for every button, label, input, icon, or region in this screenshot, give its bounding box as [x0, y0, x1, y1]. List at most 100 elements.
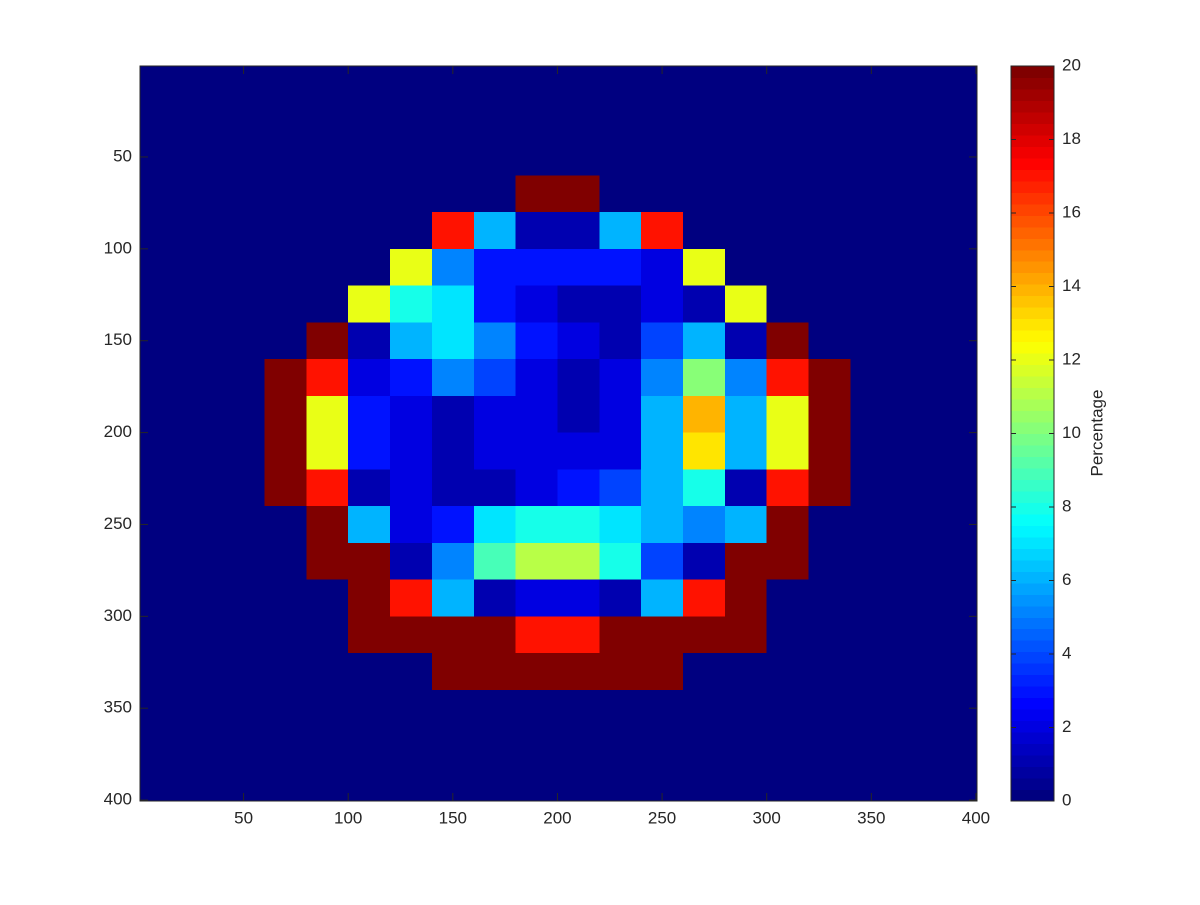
- heat-cell: [557, 66, 600, 103]
- heat-cell: [766, 579, 810, 617]
- heat-cell: [557, 248, 600, 287]
- heat-cell: [431, 322, 475, 360]
- heat-cell: [934, 359, 978, 397]
- heat-cell: [264, 616, 307, 654]
- heat-cell: [724, 395, 768, 434]
- heat-cell: [766, 285, 810, 323]
- heat-cell: [934, 175, 978, 213]
- colorbar-step: [1011, 743, 1054, 756]
- heat-cell: [557, 395, 600, 434]
- heat-cell: [306, 726, 349, 764]
- heat-cell: [934, 248, 978, 287]
- heat-cell: [641, 138, 684, 176]
- heat-cell: [431, 616, 475, 654]
- heat-cell: [766, 432, 810, 470]
- colorbar-step: [1011, 709, 1054, 722]
- heat-cell: [557, 653, 600, 691]
- heat-cell: [766, 101, 810, 140]
- heat-cell: [641, 395, 684, 434]
- colorbar-step: [1011, 272, 1054, 285]
- heat-cell: [808, 506, 851, 544]
- heat-cell: [599, 689, 642, 728]
- heat-cell: [140, 432, 182, 470]
- heat-cell: [180, 542, 224, 581]
- heat-cell: [348, 248, 391, 287]
- colorbar-step: [1011, 238, 1054, 251]
- heat-cell: [264, 101, 307, 140]
- colorbar-step: [1011, 123, 1054, 136]
- heat-cell: [724, 285, 768, 323]
- heat-cell: [683, 212, 726, 250]
- heat-cell: [390, 469, 433, 507]
- heat-cell: [724, 101, 768, 140]
- heat-cell: [515, 395, 558, 434]
- heat-cell: [473, 653, 517, 691]
- heat-cell: [140, 101, 182, 140]
- heat-cell: [306, 359, 349, 397]
- colorbar-step: [1011, 456, 1054, 469]
- heat-cell: [557, 138, 600, 176]
- heat-cell: [599, 138, 642, 176]
- heat-cell: [683, 175, 726, 213]
- heat-cell: [473, 285, 517, 323]
- heat-cell: [431, 138, 475, 176]
- heat-cell: [892, 66, 935, 103]
- heat-cell: [808, 359, 851, 397]
- heat-cell: [641, 322, 684, 360]
- heat-cell: [557, 432, 600, 470]
- heat-cell: [390, 212, 433, 250]
- heat-cell: [222, 359, 266, 397]
- heat-cell: [641, 285, 684, 323]
- heat-cell: [641, 653, 684, 691]
- heat-cell: [683, 395, 726, 434]
- heat-cell: [222, 542, 266, 581]
- heat-cell: [348, 322, 391, 360]
- heat-cell: [431, 101, 475, 140]
- heat-cell: [306, 542, 349, 581]
- colorbar-step: [1011, 341, 1054, 354]
- heat-cell: [641, 248, 684, 287]
- heat-cell: [180, 175, 224, 213]
- heat-cell: [390, 322, 433, 360]
- heat-cell: [306, 506, 349, 544]
- colorbar-tick-label: 12: [1062, 349, 1081, 368]
- heat-cell: [180, 212, 224, 250]
- y-tick-label: 400: [104, 790, 132, 809]
- heat-cell: [808, 579, 851, 617]
- heat-cell: [515, 322, 558, 360]
- heat-cell: [222, 653, 266, 691]
- heat-cell: [892, 469, 935, 507]
- heat-cell: [599, 212, 642, 250]
- heat-cell: [222, 726, 266, 764]
- heat-cell: [850, 175, 893, 213]
- heat-cell: [348, 138, 391, 176]
- heat-cell: [934, 66, 978, 103]
- heat-cell: [850, 285, 893, 323]
- heat-cell: [264, 726, 307, 764]
- heat-cell: [390, 506, 433, 544]
- heat-cell: [222, 101, 266, 140]
- colorbar-step: [1011, 422, 1054, 434]
- heat-cell: [557, 506, 600, 544]
- colorbar-step: [1011, 663, 1054, 676]
- heat-cell: [599, 359, 642, 397]
- heat-cell: [683, 359, 726, 397]
- heat-cell: [180, 248, 224, 287]
- heat-cell: [808, 212, 851, 250]
- heat-cell: [180, 285, 224, 323]
- heat-cell: [892, 359, 935, 397]
- colorbar-tick-label: 0: [1062, 790, 1071, 809]
- heat-cell: [515, 432, 558, 470]
- heat-cell: [180, 616, 224, 654]
- heat-cell: [222, 616, 266, 654]
- heat-cell: [599, 175, 642, 213]
- heat-cell: [683, 506, 726, 544]
- colorbar-step: [1011, 364, 1054, 377]
- heat-cell: [180, 653, 224, 691]
- y-tick-label: 200: [104, 422, 132, 441]
- heat-cell: [222, 689, 266, 728]
- heat-cell: [390, 726, 433, 764]
- heat-cell: [140, 175, 182, 213]
- heat-cell: [222, 395, 266, 434]
- heat-cell: [264, 248, 307, 287]
